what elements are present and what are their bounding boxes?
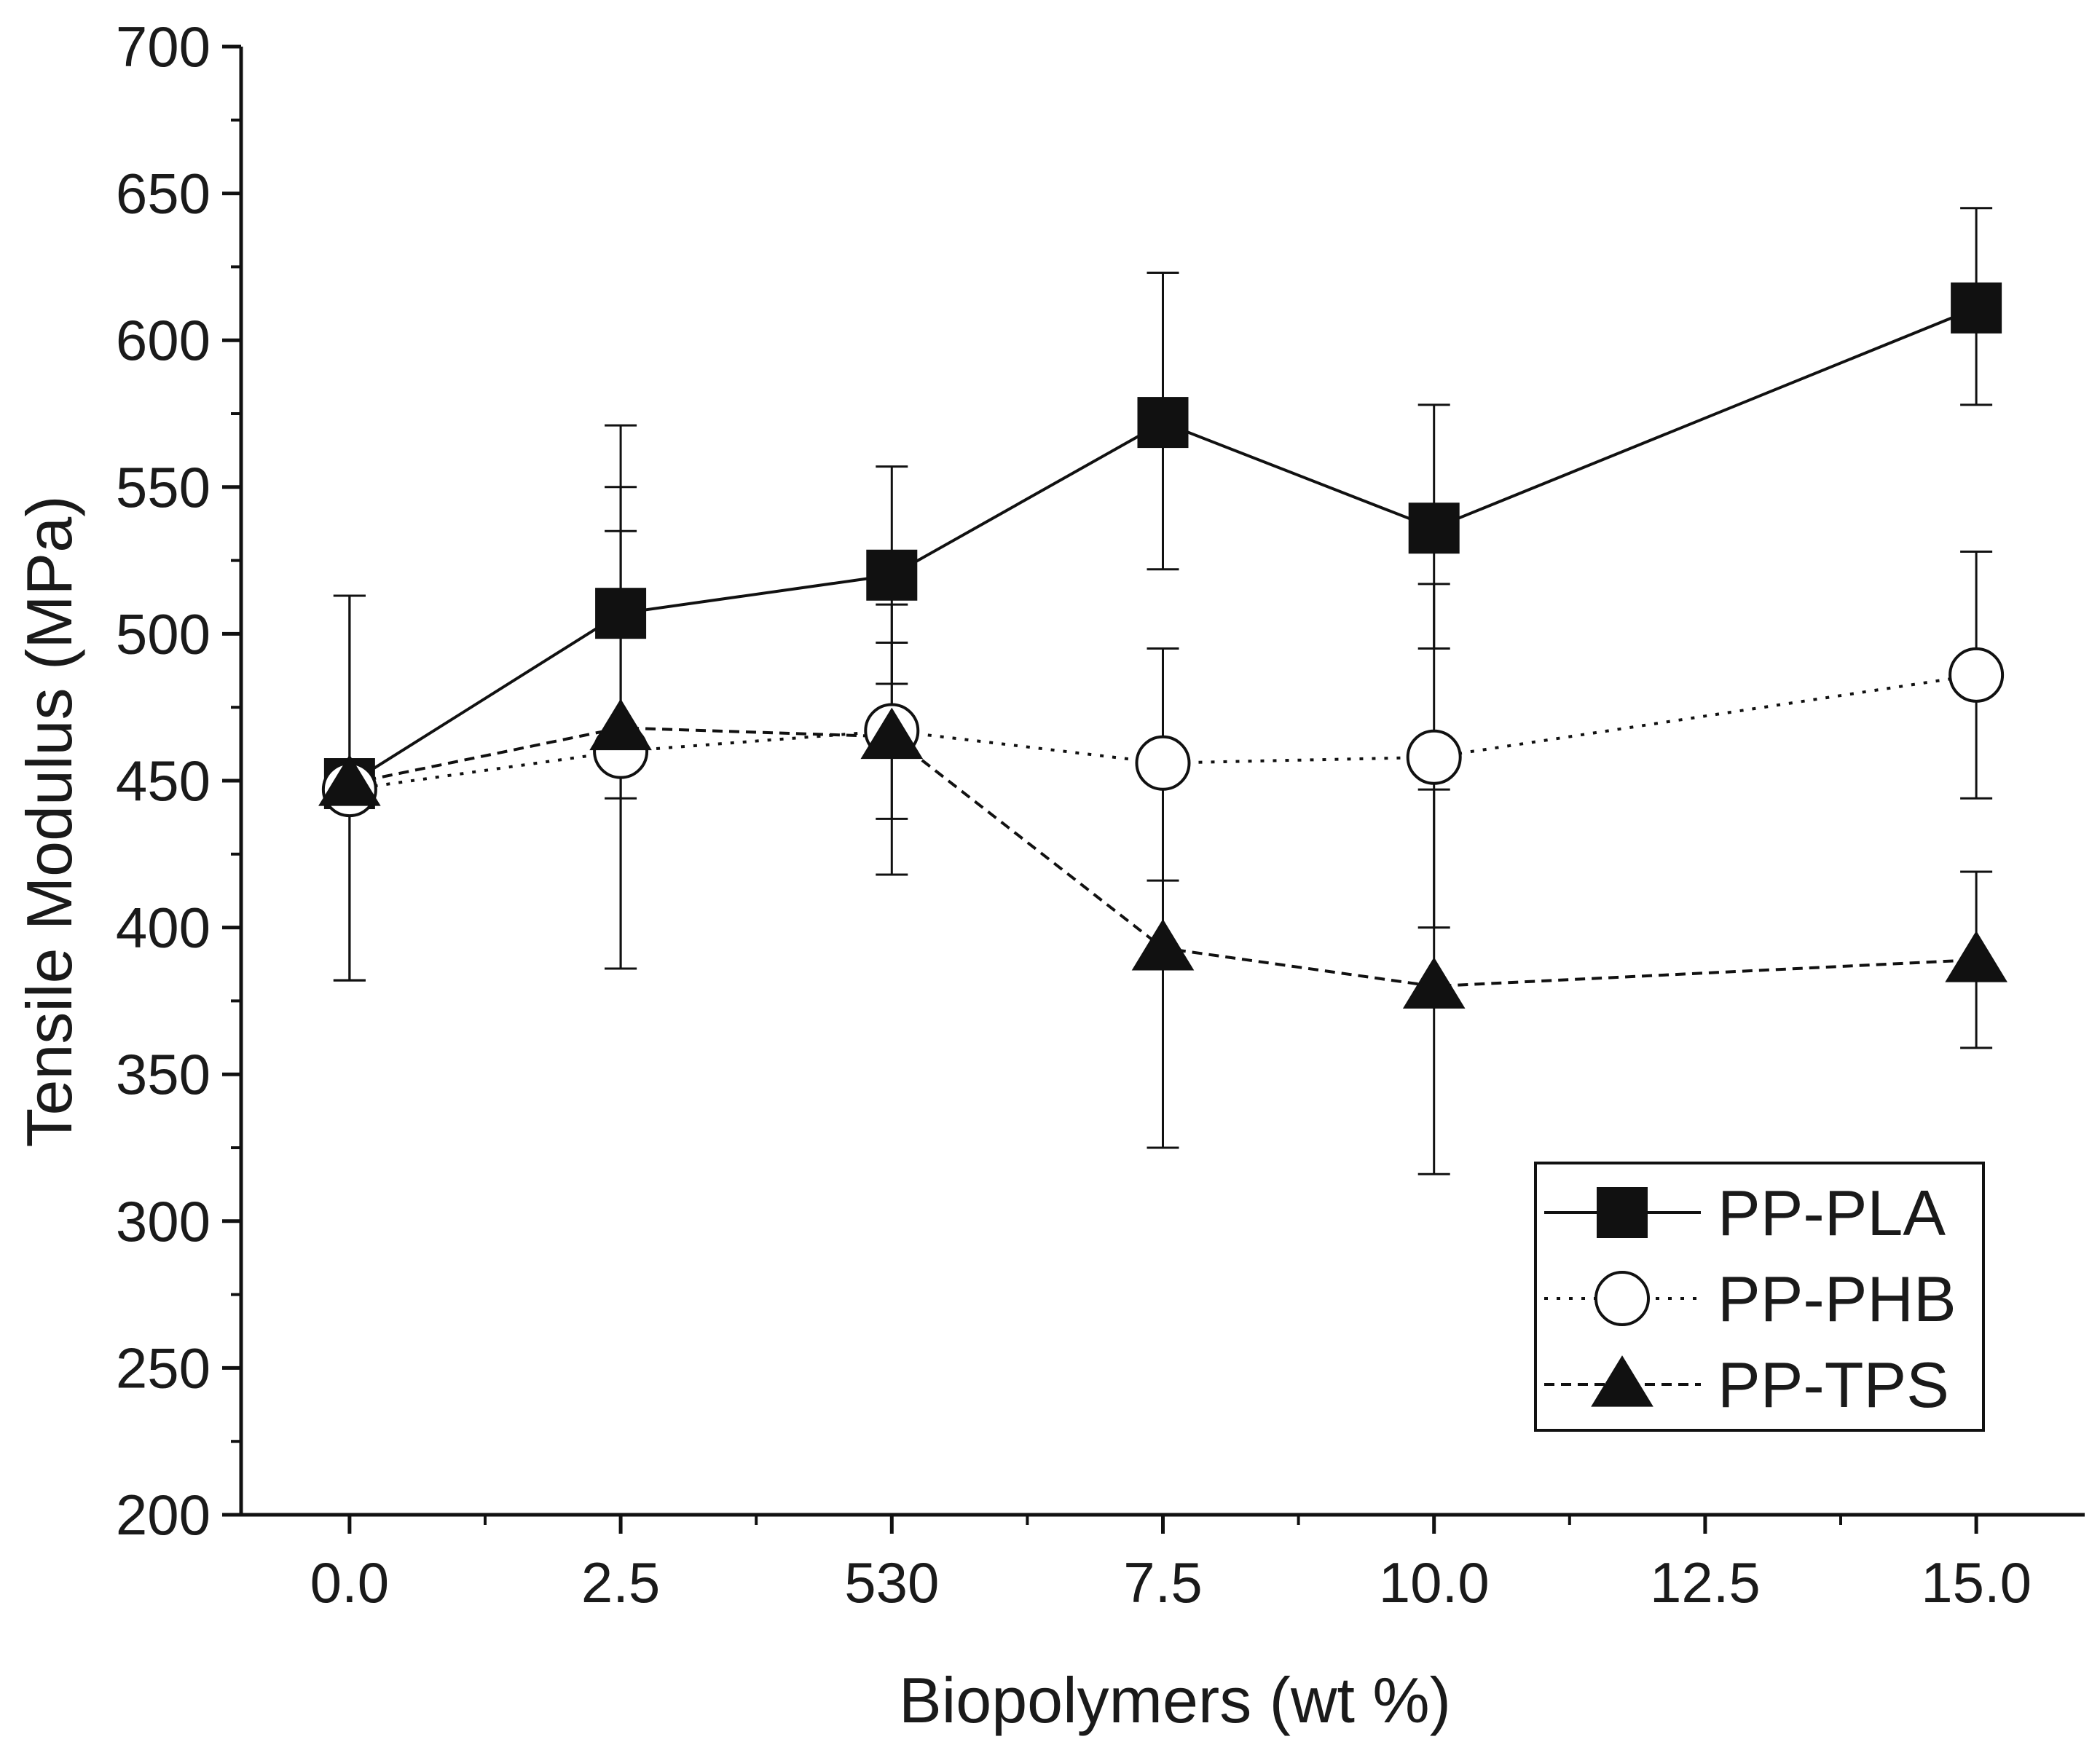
y-tick-label: 400 (116, 896, 211, 960)
y-tick-label: 600 (116, 308, 211, 372)
x-tick-label: 12.5 (1650, 1550, 1761, 1615)
x-tick-label: 10.0 (1379, 1550, 1490, 1615)
y-tick-label: 550 (116, 455, 211, 519)
y-tick-label: 700 (116, 15, 211, 79)
legend-marker-pp-phb (1594, 1271, 1650, 1326)
point-pp-tps (860, 707, 924, 760)
y-tick-label: 250 (116, 1336, 211, 1400)
y-tick-label: 650 (116, 162, 211, 226)
point-pp-pla (1951, 282, 2002, 334)
point-pp-pla (595, 588, 647, 639)
point-pp-tps (589, 698, 652, 751)
point-pp-tps (1402, 957, 1466, 1009)
y-tick-label: 350 (116, 1042, 211, 1106)
y-tick-label: 200 (116, 1483, 211, 1547)
legend-label-pp-phb: PP-PHB (1718, 1263, 1957, 1335)
y-tick-label: 300 (116, 1189, 211, 1253)
point-pp-pla (1137, 397, 1189, 449)
series-line-pp-phb (349, 673, 1977, 792)
x-axis-title: Biopolymers (wt %) (899, 1664, 1451, 1736)
x-tick-label: 530 (844, 1550, 939, 1615)
legend-marker-pp-tps (1591, 1355, 1653, 1407)
y-tick-label: 450 (116, 749, 211, 813)
legend-label-pp-tps: PP-TPS (1718, 1349, 1949, 1421)
point-pp-phb (1948, 647, 2005, 703)
point-pp-pla (866, 549, 918, 601)
point-pp-tps (1945, 931, 2007, 982)
point-pp-tps (1131, 918, 1195, 971)
y-tick-label: 500 (116, 602, 211, 666)
tick-labels: 200 250 300 350 400 450 500 550 600 650 700 0.0 2.5 5… (116, 15, 2032, 1615)
point-pp-tps (318, 754, 381, 806)
point-pp-pla (1408, 502, 1460, 554)
y-axis-title: Tensile Modulus (MPa) (13, 496, 85, 1148)
point-pp-phb (1135, 735, 1191, 791)
legend-marker-pp-pla (1597, 1187, 1648, 1238)
x-tick-label: 2.5 (581, 1550, 660, 1615)
x-tick-label: 7.5 (1123, 1550, 1202, 1615)
legend-label-pp-pla: PP-PLA (1718, 1177, 1946, 1249)
x-tick-label: 15.0 (1921, 1550, 2032, 1615)
data-markers (318, 282, 2007, 1009)
series-lines (348, 306, 1977, 988)
point-pp-phb (1406, 729, 1462, 785)
series-line-pp-pla (348, 306, 1977, 785)
legend: PP-PLA PP-PHB PP-TPS (1534, 1162, 1985, 1432)
axes (222, 44, 2085, 1534)
x-tick-label: 0.0 (310, 1550, 389, 1615)
